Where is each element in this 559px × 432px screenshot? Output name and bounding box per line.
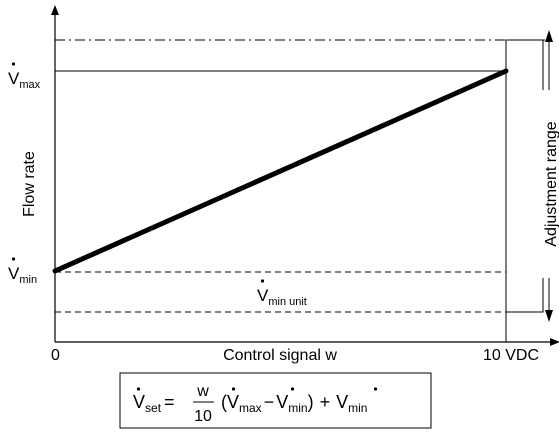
adjustment-arrow-top (545, 30, 553, 42)
adjustment-arrow-bottom (545, 310, 553, 322)
x-tick-label-0: 0 (51, 347, 60, 364)
x-axis-label: Control signal w (223, 347, 337, 364)
vmax-label: Vmax (8, 62, 41, 91)
formula-numerator: w (196, 383, 209, 400)
y-axis-label: Flow rate (21, 151, 38, 217)
vmin-unit-label: Vmin unit (257, 279, 307, 308)
svg-text:(Vmax−Vmin)+Vmin: (Vmax − Vmin) + Vmin (221, 392, 367, 415)
adjustment-range-box (505, 39, 544, 313)
svg-text:Vmin unit: Vmin unit (257, 286, 307, 308)
x-tick-label-10: 10 VDC (483, 347, 539, 364)
formula-denominator: 10 (194, 408, 212, 425)
adjustment-label-bg (538, 90, 559, 278)
formula-box: Vset = w 10 (Vmax − Vmin) + Vmin (119, 372, 432, 429)
svg-text:Vmin: Vmin (8, 264, 37, 286)
svg-text:Vset=: Vset = (133, 392, 175, 415)
svg-text:Vmax: Vmax (8, 69, 41, 91)
adjustment-range-label: Adjustment range (543, 121, 559, 247)
vmin-label: Vmin (8, 257, 37, 286)
series-line-flow-rate (52, 68, 509, 274)
